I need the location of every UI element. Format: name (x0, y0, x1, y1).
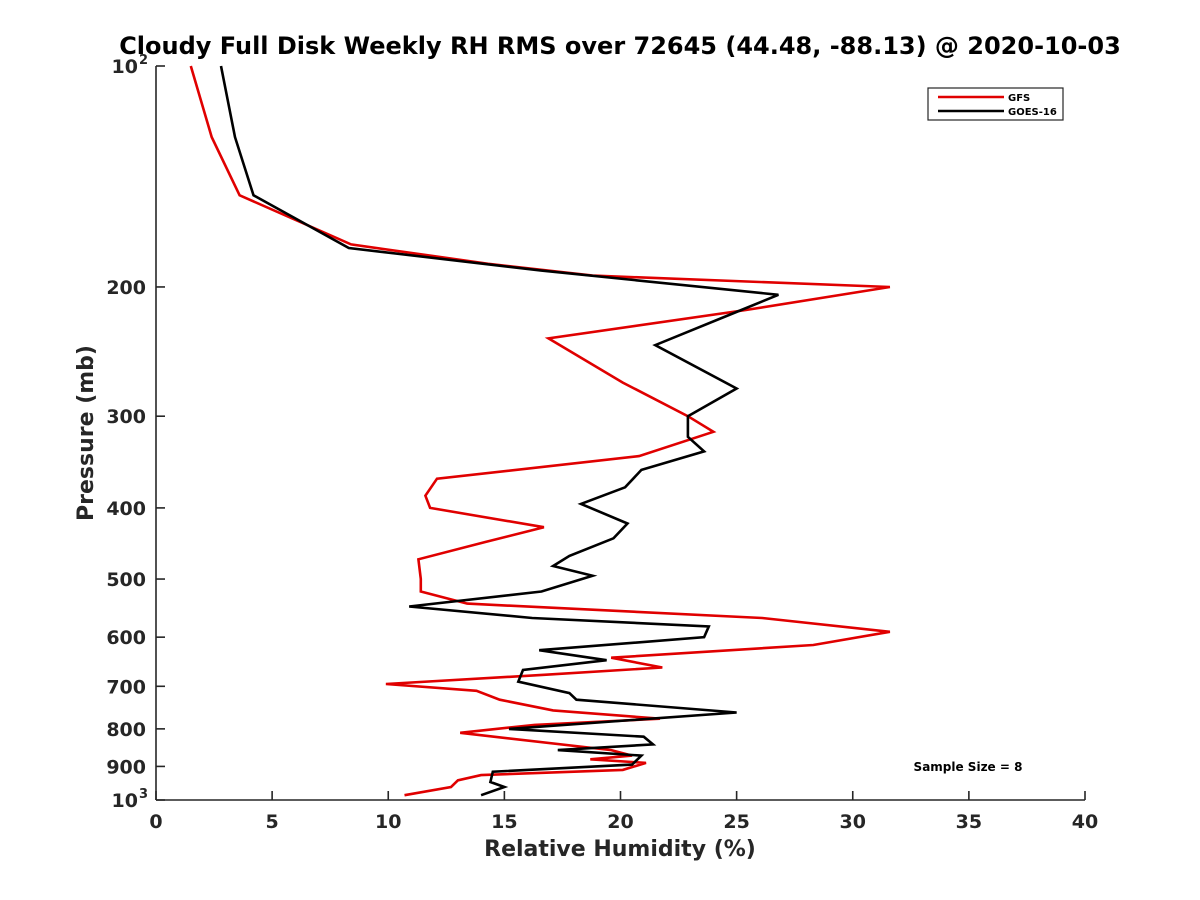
x-tick-label-3: 15 (491, 811, 517, 833)
sample-size-annotation: Sample Size = 8 (914, 760, 1023, 774)
y-tick-label-6: 700 (106, 676, 146, 698)
x-tick-label-7: 35 (956, 811, 982, 833)
x-tick-label-4: 20 (607, 811, 633, 833)
y-tick-exponent-9: 3 (139, 787, 148, 802)
y-tick-label-8: 900 (106, 756, 146, 778)
legend-box (927, 87, 1064, 121)
legend-label-gfs: GFS (1008, 93, 1030, 104)
series-layer (189, 65, 891, 797)
y-tick-label-9: 10 (112, 790, 138, 812)
x-tick-label-0: 0 (149, 811, 162, 833)
y-tick-label-1: 200 (106, 277, 146, 299)
legend: GFS GOES-16 (927, 87, 1064, 121)
legend-label-goes16: GOES-16 (1008, 107, 1057, 118)
y-tick-label-5: 600 (106, 627, 146, 649)
x-tick-label-1: 5 (266, 811, 279, 833)
x-ticks: 0 5 10 15 20 25 30 35 40 (149, 791, 1098, 833)
x-tick-label-2: 10 (375, 811, 401, 833)
series-line-goes16 (219, 65, 779, 797)
y-tick-label-2: 300 (106, 406, 146, 428)
chart-title: Cloudy Full Disk Weekly RH RMS over 7264… (119, 32, 1121, 60)
y-tick-label-4: 500 (106, 569, 146, 591)
y-axis-label: Pressure (mb) (74, 345, 99, 521)
y-tick-exponent-0: 2 (139, 53, 148, 68)
plot-frame (156, 66, 1085, 800)
y-tick-label-0: 10 (112, 56, 138, 78)
y-tick-label-7: 800 (106, 719, 146, 741)
x-tick-label-6: 30 (840, 811, 866, 833)
x-tick-label-8: 40 (1072, 811, 1098, 833)
x-axis-label: Relative Humidity (%) (484, 837, 756, 862)
y-tick-label-3: 400 (106, 498, 146, 520)
x-tick-label-5: 25 (723, 811, 749, 833)
